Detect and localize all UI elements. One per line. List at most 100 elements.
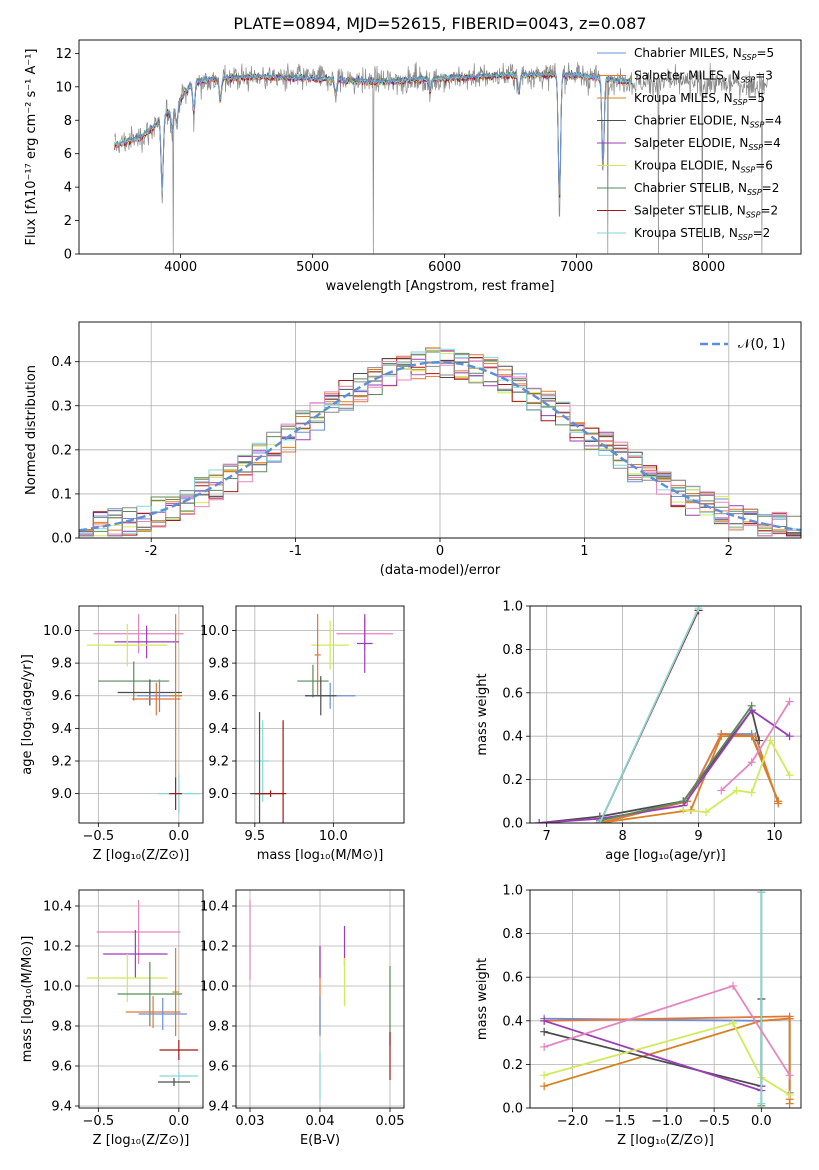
weight-marker [540, 1082, 549, 1091]
legend-label: Salpeter ELODIE, N [634, 136, 748, 150]
x-tick-label: -1 [289, 544, 302, 559]
legend-label: Salpeter STELIB, N [634, 204, 746, 218]
y-tick-label: 10.2 [43, 940, 72, 955]
y-tick-label: 0.6 [502, 971, 523, 986]
legend-sub: SSP [747, 188, 762, 197]
weight-marker [535, 819, 544, 823]
y-tick-label: 0.2 [502, 1058, 523, 1073]
histogram-kroupa_stelib [79, 348, 801, 537]
legend-entry-chabrier_miles: Chabrier MILES, NSSP=5 [634, 46, 774, 62]
y-tick-label: 9.0 [208, 787, 229, 802]
panel-mass_vs_ebv: 0.03 0.04 0.05 9.4 9.6 9.8 10.0 10.2 10.4 E(B-V) [200, 889, 404, 1148]
errorbar-point [172, 948, 179, 1036]
y-tick-label: 9.8 [208, 657, 229, 672]
x-tick-label: 5000 [296, 260, 329, 275]
y-tick-label: 1.0 [502, 600, 523, 615]
y-tick-label: 0.3 [51, 399, 72, 414]
weight-marker [766, 736, 775, 745]
histograms [79, 347, 801, 537]
y-axis-label: Normed distribution [24, 365, 39, 495]
legend-sub: SSP [741, 76, 756, 85]
x-axis-label: mass [log₁₀(M/M⊙)] [257, 848, 384, 863]
weight-marker [757, 890, 766, 897]
legend-gauss-label: 𝒩(0, 1) [738, 337, 785, 352]
errorbars [87, 614, 200, 814]
weight-marker [747, 732, 756, 741]
y-tick-label: 0.4 [502, 1014, 523, 1029]
legend-label: Chabrier STELIB, N [634, 181, 747, 195]
legend-label: Kroupa ELODIE, N [634, 159, 741, 173]
y-axis-label: age [log₁₀(age/yr)] [20, 654, 35, 775]
x-tick-label: 2 [725, 544, 733, 559]
x-axis-label: wavelength [Angstrom, rest frame] [326, 279, 555, 294]
y-tick-label: 0.1 [51, 487, 72, 502]
y-tick-label: 9.2 [208, 755, 229, 770]
x-axis-label: age [log₁₀(age/yr)] [605, 848, 726, 863]
weight-marker [540, 1016, 549, 1025]
legend-suffix: =2 [760, 204, 778, 218]
figure-title: PLATE=0894, MJD=52615, FIBERID=0043, z=0… [233, 14, 646, 33]
weight-marker [717, 786, 726, 795]
errorbar-point [157, 1078, 191, 1086]
weight-series-chabrier_elodie [539, 708, 761, 823]
panel-age_vs_mass: 9.5 10.0 9.0 9.2 9.4 9.6 9.8 10.0 mass [log₁₀(M/… [200, 605, 405, 863]
errorbar-point [138, 998, 187, 1030]
weight-lines [535, 606, 794, 823]
weight-marker [785, 1099, 794, 1108]
y-axis-label: mass weight [475, 958, 490, 1040]
legend-suffix: =5 [756, 46, 774, 60]
legend-sub: SSP [733, 98, 748, 107]
x-tick-label: 0.0 [169, 829, 190, 844]
weight-marker [694, 606, 703, 613]
legend-sub: SSP [748, 143, 763, 152]
y-tick-label: 0.6 [502, 686, 523, 701]
weight-marker [757, 1099, 766, 1108]
errorbar-point [169, 777, 183, 810]
errorbar-point [311, 620, 350, 670]
y-tick-label: 10.0 [200, 624, 229, 639]
axes-frame [529, 889, 802, 1109]
legend-entry-chabrier_stelib: Chabrier STELIB, NSSP=2 [634, 181, 779, 197]
weight-marker [729, 981, 738, 990]
x-axis-label: Z [log₁₀(Z/Z⊙)] [617, 1133, 714, 1148]
legend-suffix: =5 [747, 91, 765, 105]
y-tick-label: 10.0 [43, 980, 72, 995]
y-tick-label: 0.4 [51, 355, 72, 370]
legend-suffix: =2 [762, 181, 780, 195]
x-tick-label: 0 [436, 544, 444, 559]
y-tick-label: 9.4 [51, 1100, 72, 1115]
y-axis-label: mass [log₁₀(M/M⊙)] [20, 936, 35, 1063]
legend-entry-chabrier_elodie: Chabrier ELODIE, NSSP=4 [634, 114, 782, 130]
errorbar-point [314, 614, 321, 696]
legend: Chabrier MILES, NSSP=5 Salpeter MILES, NS… [597, 46, 782, 242]
panel-weight_vs_age: 7 8 9 10 0.0 0.2 0.4 0.6 0.8 1.0 age [log₁₀(age/yr… [475, 600, 802, 863]
legend-entry-kroupa_miles: Kroupa MILES, NSSP=5 [634, 91, 765, 107]
weight-marker [540, 1027, 549, 1036]
legend-sub: SSP [742, 53, 757, 62]
errorbar-point [305, 676, 337, 716]
weight-series-kroupa_elodie [543, 1021, 791, 1096]
errorbars [87, 900, 199, 1086]
legend-sub: SSP [738, 233, 753, 242]
y-tick-label: 0.0 [502, 1102, 523, 1117]
axes-frame [78, 889, 204, 1109]
spectrum-lines [114, 62, 769, 254]
x-tick-label: 9 [694, 829, 702, 844]
x-tick-label: 6000 [428, 260, 461, 275]
axes-frame [78, 605, 204, 824]
y-tick-label: 9.6 [208, 1060, 229, 1075]
x-tick-label: 0.03 [236, 1114, 265, 1129]
x-tick-label: 0.0 [169, 1114, 190, 1129]
weight-marker [747, 788, 756, 797]
errorbar-point [87, 623, 168, 667]
legend-entry-salpeter_miles: Salpeter MILES, NSSP=3 [634, 69, 773, 85]
weight-marker [785, 771, 794, 780]
y-tick-label: 10.0 [43, 624, 72, 639]
weight-marker [755, 736, 764, 745]
weight-marker [747, 758, 756, 767]
legend-label: Kroupa MILES, N [634, 91, 733, 105]
y-tick-label: 0 [64, 248, 72, 263]
weight-series-kroupa_stelib [598, 607, 700, 823]
x-axis-label: E(B-V) [300, 1133, 340, 1148]
